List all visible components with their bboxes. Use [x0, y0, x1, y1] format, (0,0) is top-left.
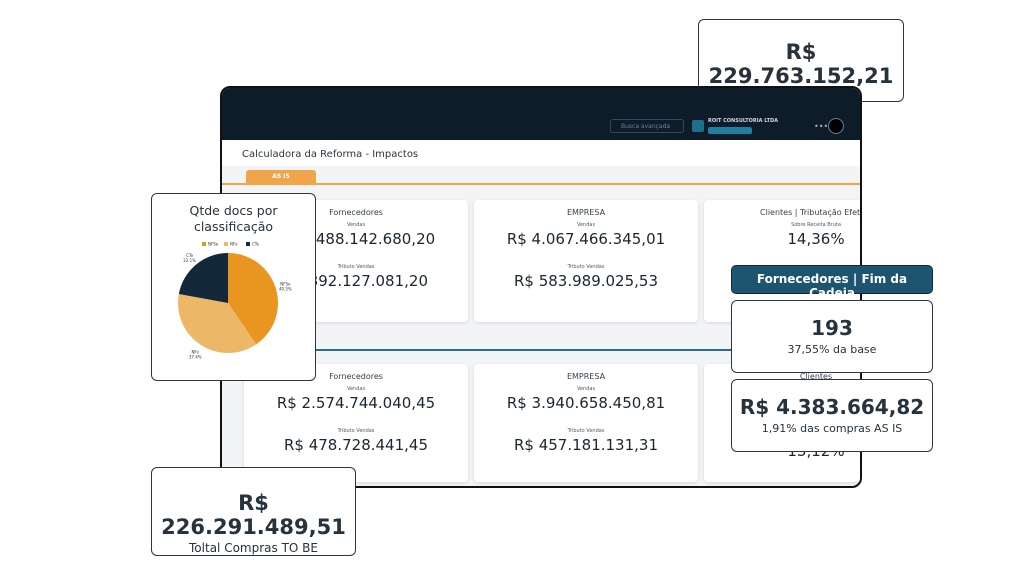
metric-label: Tributo Vendas	[567, 264, 605, 270]
highlight-label: 37,55% da base	[787, 343, 877, 356]
legend-label: CTe	[252, 242, 260, 247]
legend-swatch	[246, 242, 250, 246]
pie-title: Qtde docs por classificação	[189, 203, 278, 234]
tab-underline	[222, 183, 860, 185]
callout-value: R$ 229.763.152,21	[708, 40, 894, 88]
callout-to-be: R$ 226.291.489,51 Toltal Compras TO BE	[151, 467, 356, 556]
slice-name: CTe	[186, 253, 194, 258]
metric-card: EMPRESA Vendas R$ 3.940.658.450,81 Tributo …	[474, 364, 698, 482]
card-title: Fornecedores	[329, 372, 383, 381]
legend-swatch	[202, 242, 206, 246]
metric-value: R$ 2.574.744.040,45	[276, 394, 436, 412]
highlight-card: 193 37,55% da base	[731, 300, 933, 373]
metric-label: Tributo Vendas	[337, 264, 375, 270]
metric-label: Vendas	[346, 386, 366, 392]
metric-label: Vendas	[576, 386, 596, 392]
company-name[interactable]: ROIT CONSULTORIA LTDA	[708, 118, 779, 124]
callout-label: Toltal Compras TO BE	[189, 541, 318, 555]
highlight-badge: Fornecedores | Fim da Cadeia	[731, 265, 933, 300]
avatar[interactable]	[828, 118, 844, 134]
card-title: EMPRESA	[566, 208, 606, 217]
slice-value: 22.1%	[183, 258, 196, 263]
pie-slice	[228, 253, 278, 345]
metric-value: R$ 2.488.142.680,20	[276, 230, 436, 248]
metric-label: Tributo Vendas	[337, 428, 375, 434]
highlight-value: 193	[811, 316, 853, 340]
card-title: Fornecedores	[329, 208, 383, 217]
pie-slice	[178, 293, 257, 353]
card-title: Clientes	[799, 372, 833, 381]
menu-dots[interactable]: •••	[814, 122, 829, 131]
card-title: EMPRESA	[566, 372, 606, 381]
section-divider	[222, 349, 860, 351]
metric-value: R$ 583.989.025,53	[513, 272, 659, 290]
metric-label: Sobre Receita Bruta	[791, 222, 841, 228]
app-header: Busca avançada ROIT CONSULTORIA LTDA •••	[222, 88, 860, 140]
metric-label: Vendas	[346, 222, 366, 228]
metric-label: Tributo Vendas	[567, 428, 605, 434]
page-title: Calculadora da Reforma - Impactos	[242, 149, 419, 160]
callout-value: R$ 226.291.489,51	[161, 491, 346, 539]
legend-label: NFSe	[208, 242, 219, 247]
metric-card: Fornecedores Vendas R$ 2.574.744.040,45 Tri…	[244, 364, 468, 482]
slice-name: NFe	[191, 349, 199, 354]
metric-value: R$ 457.181.131,31	[513, 436, 659, 454]
pie-card: Qtde docs por classificação NFSe NFe CTe NF…	[151, 193, 316, 381]
slice-name: NFSe	[280, 281, 291, 286]
company-icon	[692, 120, 704, 132]
slice-value: 37.4%	[189, 354, 202, 359]
highlight-card: R$ 4.383.664,82 1,91% das compras AS IS	[731, 379, 933, 452]
card-title: Clientes | Tributação Efetiva	[760, 208, 862, 217]
title-bar: Calculadora da Reforma - Impactos	[222, 140, 860, 166]
metric-value: R$ 392.127.081,20	[283, 272, 429, 290]
slice-value: 40.5%	[279, 286, 292, 291]
metric-value: R$ 478.728.441,45	[283, 436, 429, 454]
highlight-value: R$ 4.383.664,82	[739, 395, 925, 419]
metric-value: R$ 3.940.658.450,81	[506, 394, 666, 412]
search-box[interactable]: Busca avançada	[610, 119, 684, 133]
highlight-label: 1,91% das compras AS IS	[761, 422, 903, 435]
metric-value: R$ 4.067.466.345,01	[506, 230, 666, 248]
company-badge	[708, 127, 752, 134]
tab[interactable]: AS IS	[246, 170, 316, 184]
legend-swatch	[224, 242, 228, 246]
pie-slice	[178, 253, 228, 303]
metric-card: EMPRESA Vendas R$ 4.067.466.345,01 Tributo …	[474, 200, 698, 322]
metric-value: 14,36%	[787, 230, 845, 248]
legend-label: NFe	[230, 242, 238, 247]
metric-label: Vendas	[576, 222, 596, 228]
